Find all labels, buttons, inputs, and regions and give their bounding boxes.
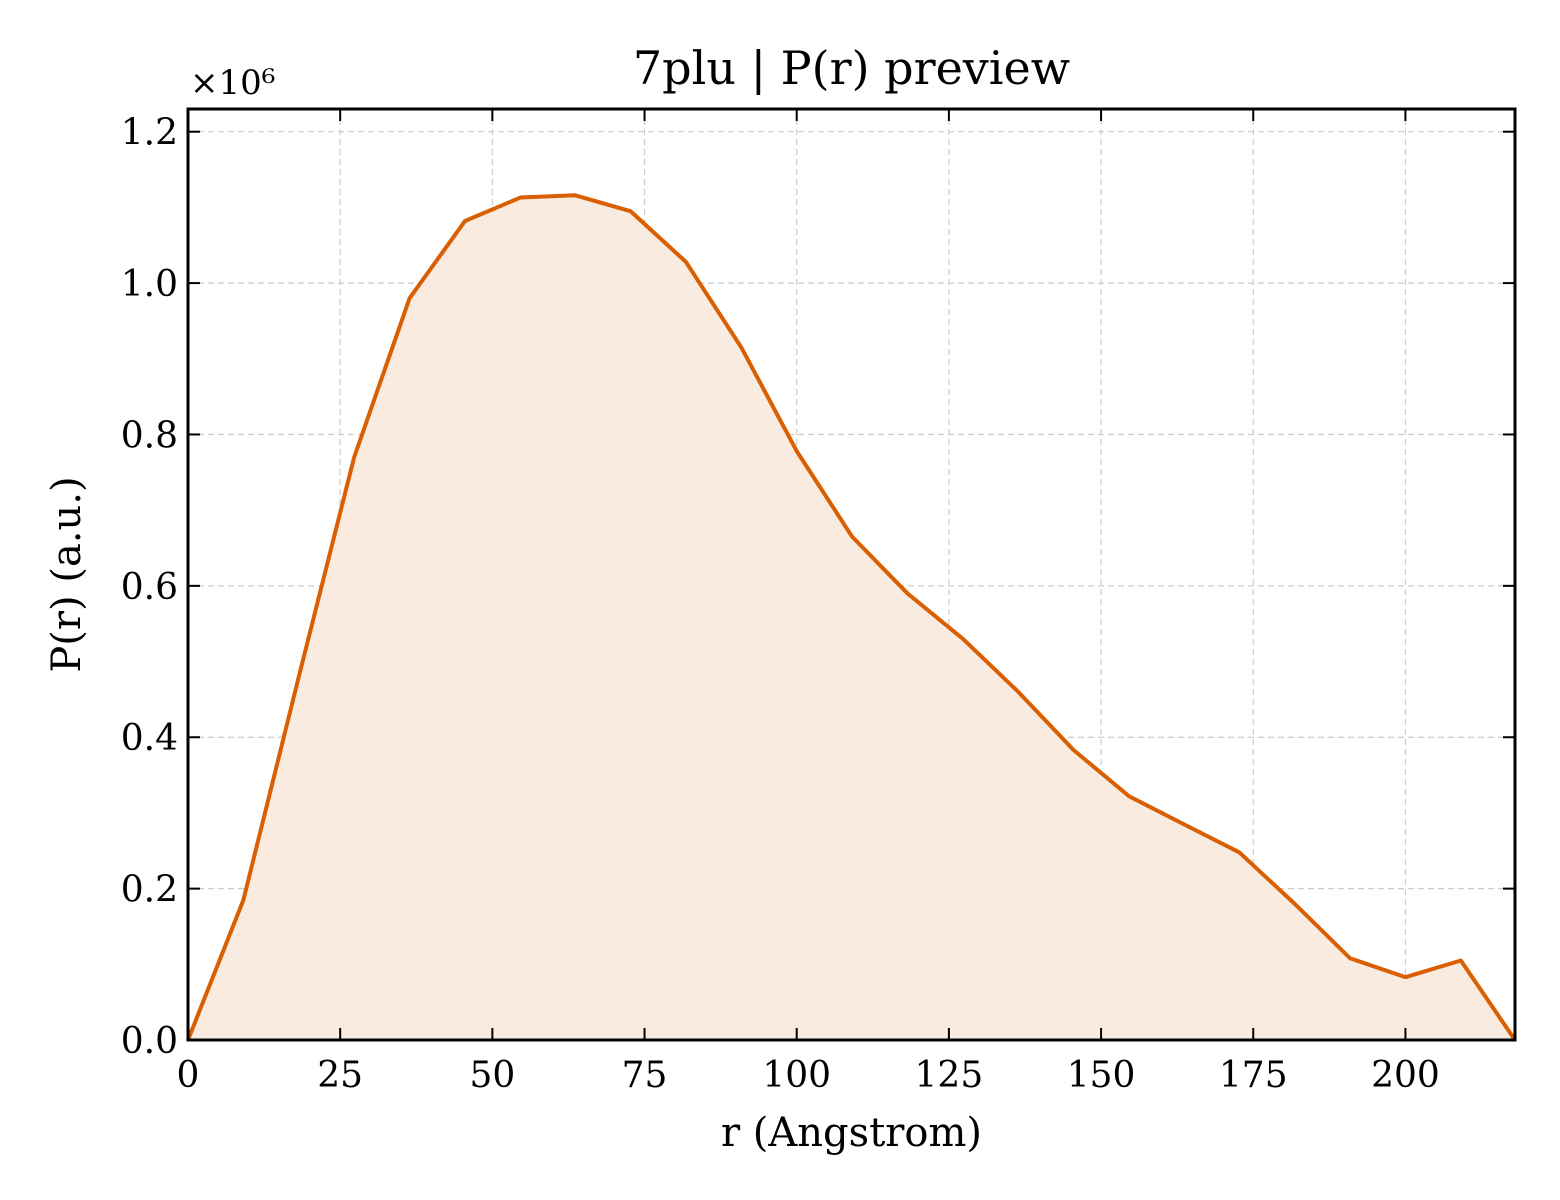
x-tick-label: 175 xyxy=(1219,1055,1288,1096)
x-tick-label: 125 xyxy=(915,1055,984,1096)
y-axis-label: P(r) (a.u.) xyxy=(44,476,90,672)
x-tick-label: 0 xyxy=(177,1055,200,1096)
y-tick-label: 0.0 xyxy=(121,1021,178,1062)
x-tick-label: 25 xyxy=(317,1055,363,1096)
tick-layer: 0 25 50 75 100 125 150 175 200 0.0 0.2 0.4 0.6 0.8 1.0… xyxy=(121,109,1515,1096)
x-tick-label: 200 xyxy=(1371,1055,1440,1096)
x-tick-label: 50 xyxy=(469,1055,515,1096)
x-axis-label: r (Angstrom) xyxy=(721,1110,982,1156)
y-tick-label: 0.6 xyxy=(121,567,178,608)
y-tick-label: 0.8 xyxy=(121,415,178,456)
pr-area-fill xyxy=(188,195,1515,1041)
x-tick-label: 100 xyxy=(762,1055,831,1096)
y-multiplier-label: ×10⁶ xyxy=(190,63,275,103)
y-tick-label: 0.4 xyxy=(121,718,178,759)
x-tick-label: 75 xyxy=(622,1055,668,1096)
x-tick-label: 150 xyxy=(1067,1055,1136,1096)
pr-series-line xyxy=(186,193,1517,1042)
y-tick-label: 0.2 xyxy=(121,870,178,911)
plot-frame xyxy=(186,107,1517,1042)
y-tick-label: 1.0 xyxy=(121,264,178,305)
chart-title: 7plu | P(r) preview xyxy=(633,41,1070,95)
y-tick-label: 1.2 xyxy=(121,113,178,154)
